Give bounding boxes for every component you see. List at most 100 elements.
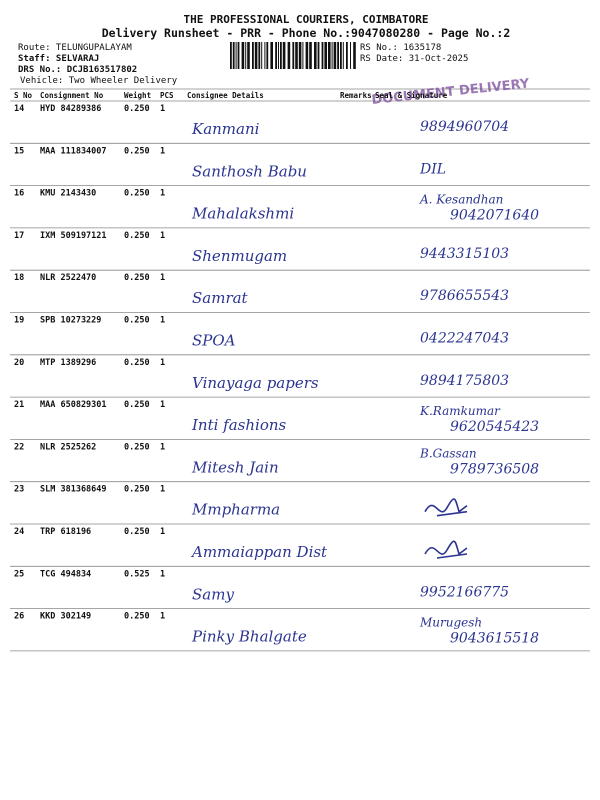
- handwritten-consignee: Pinky Bhalgate: [191, 628, 307, 646]
- handwritten-consignee: Samy: [192, 585, 234, 603]
- handwritten-signature: B.Gassan: [419, 446, 477, 460]
- barcode-bar: [346, 42, 348, 69]
- cell: 17: [14, 231, 24, 241]
- cell: 1: [160, 316, 165, 326]
- barcode-bar: [305, 42, 309, 69]
- barcode-bar: [328, 42, 331, 69]
- handwritten-signature: 9894960704: [420, 119, 509, 135]
- barcode-bar: [333, 42, 337, 69]
- handwritten-consignee: Santhosh Babu: [192, 162, 307, 180]
- handwritten-consignee: Shenmugam: [192, 247, 287, 265]
- barcode-bar: [295, 42, 298, 69]
- barcode-bar: [275, 42, 277, 69]
- cell: 1: [160, 569, 165, 579]
- cell: NLR 2525262: [40, 442, 96, 452]
- title: THE PROFESSIONAL COURIERS, COIMBATORE: [183, 13, 428, 26]
- cell: IXM 509197121: [40, 231, 107, 241]
- column-header: PCS: [160, 91, 174, 100]
- cell: KMU 2143430: [40, 189, 96, 199]
- cell: 0.525: [124, 569, 150, 579]
- barcode-bar: [317, 42, 320, 69]
- handwritten-signature: 0422247043: [420, 331, 509, 347]
- cell: 0.250: [124, 358, 150, 368]
- cell: MTP 1389296: [40, 358, 96, 368]
- handwritten-signature: 9786655543: [420, 288, 509, 304]
- cell: HYD 84289386: [40, 104, 101, 114]
- cell: SPB 10273229: [40, 316, 101, 326]
- column-header: Consignee Details: [187, 91, 264, 100]
- barcode-bar: [309, 42, 312, 69]
- staff: Staff: SELVARAJ: [18, 54, 99, 64]
- cell: NLR 2522470: [40, 273, 96, 283]
- cell: 1: [160, 189, 165, 199]
- barcode-bar: [350, 42, 351, 69]
- cell: 0.250: [124, 400, 150, 410]
- handwritten-signature: 9789736508: [450, 461, 539, 477]
- cell: 0.250: [124, 442, 150, 452]
- barcode-bar: [314, 42, 317, 69]
- barcode-bar: [237, 42, 240, 69]
- cell: 0.250: [124, 146, 150, 156]
- column-header: Weight: [124, 91, 151, 100]
- barcode-bar: [278, 42, 279, 69]
- barcode-bar: [252, 42, 254, 69]
- barcode-bar: [353, 42, 356, 69]
- cell: 1: [160, 527, 165, 537]
- barcode-bar: [266, 42, 269, 69]
- cell: 25: [14, 569, 24, 579]
- cell: 1: [160, 146, 165, 156]
- handwritten-signature: 9042071640: [450, 208, 539, 224]
- cell: 1: [160, 485, 165, 495]
- column-header: S No: [14, 91, 33, 100]
- handwritten-consignee: Kanmani: [191, 120, 260, 138]
- handwritten-signature: Murugesh: [419, 616, 482, 630]
- handwritten-signature: 9443315103: [420, 246, 509, 262]
- handwritten-signature: 9894175803: [420, 373, 509, 389]
- barcode-bar: [282, 42, 286, 69]
- handwritten-signature: K.Ramkumar: [419, 404, 501, 418]
- handwritten-consignee: Samrat: [192, 289, 249, 307]
- cell: TRP 618196: [40, 527, 91, 537]
- handwritten-signature: 9620545423: [450, 419, 539, 435]
- cell: 21: [14, 400, 24, 410]
- vehicle: Vehicle: Two Wheeler Delivery: [20, 76, 178, 86]
- barcode: [230, 42, 356, 69]
- barcode-bar: [232, 42, 235, 69]
- cell: MAA 650829301: [40, 400, 107, 410]
- cell: 1: [160, 400, 165, 410]
- barcode-bar: [298, 42, 302, 69]
- handwritten-consignee: Vinayaga papers: [192, 374, 319, 392]
- cell: 15: [14, 146, 24, 156]
- cell: 1: [160, 273, 165, 283]
- cell: 26: [14, 612, 24, 622]
- cell: 22: [14, 442, 24, 452]
- cell: 20: [14, 358, 24, 368]
- barcode-bar: [235, 42, 237, 69]
- cell: 1: [160, 231, 165, 241]
- cell: 16: [14, 189, 24, 199]
- column-header: Seal & Signature: [375, 91, 448, 100]
- barcode-bar: [261, 42, 263, 69]
- barcode-bar: [292, 42, 295, 69]
- cell: 0.250: [124, 316, 150, 326]
- cell: 0.250: [124, 485, 150, 495]
- cell: 23: [14, 485, 24, 495]
- cell: MAA 111834007: [40, 146, 107, 156]
- handwritten-signature: A. Kesandhan: [419, 193, 503, 207]
- handwritten-consignee: Mahalakshmi: [191, 205, 294, 223]
- handwritten-consignee: SPOA: [192, 332, 236, 350]
- barcode-bar: [302, 42, 304, 69]
- drs-no: DRS No.: DCJB163517802: [18, 65, 137, 75]
- cell: 1: [160, 612, 165, 622]
- cell: 0.250: [124, 104, 150, 114]
- barcode-bar: [340, 42, 342, 69]
- barcode-bar: [287, 42, 291, 69]
- handwritten-signature: 9952166775: [420, 584, 509, 600]
- cell: 14: [14, 104, 24, 114]
- barcode-bar: [245, 42, 247, 69]
- barcode-bar: [324, 42, 327, 69]
- barcode-bar: [254, 42, 258, 69]
- cell: 18: [14, 273, 24, 283]
